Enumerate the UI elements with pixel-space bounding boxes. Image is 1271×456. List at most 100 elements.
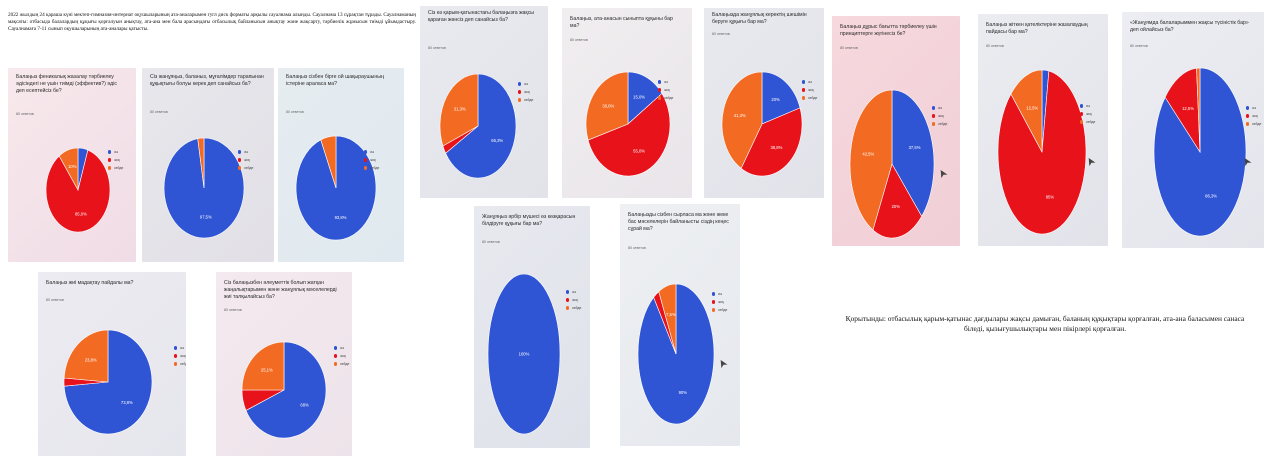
- legend-label: кейде: [180, 362, 186, 366]
- pie-slice-кейде: [721, 71, 763, 169]
- legend-item: иә: [658, 78, 673, 86]
- slice-value-label: 12,5%: [1026, 106, 1038, 111]
- slice-value-label: 100%: [519, 351, 530, 356]
- legend-swatch: [566, 306, 570, 310]
- response-count: 80 ответов: [224, 308, 242, 312]
- legend-swatch: [712, 308, 716, 312]
- pie-chart: 37,5% 20% 42,5%: [849, 89, 935, 239]
- pie-slice-иә: [627, 71, 663, 125]
- legend-item: жоқ: [802, 86, 817, 94]
- legend-swatch: [174, 354, 178, 358]
- survey-chart-photo: Балаңыз дұрыс бағытта тәрбиелеу үшін при…: [832, 16, 960, 246]
- legend-label: иә: [370, 150, 374, 154]
- slice-value-label: 93,8%: [335, 215, 347, 220]
- chart-legend: иә жоқ кейде: [712, 290, 727, 314]
- legend-item: кейде: [658, 94, 673, 102]
- legend-label: жоқ: [808, 88, 814, 92]
- legend-label: иә: [244, 150, 248, 154]
- pie-chart: 100%: [487, 273, 561, 435]
- legend-item: иә: [108, 148, 123, 156]
- slice-value-label: 31,3%: [454, 107, 466, 112]
- legend-label: кейде: [718, 308, 728, 312]
- legend-label: иә: [808, 80, 812, 84]
- response-count: 80 ответов: [428, 46, 446, 50]
- pie-slice-иә: [245, 341, 327, 439]
- chart-legend: иә жоқ кейде: [334, 344, 349, 368]
- response-count: 80 ответов: [840, 46, 858, 50]
- legend-label: кейде: [1086, 120, 1096, 124]
- legend-item: кейде: [334, 360, 349, 368]
- legend-swatch: [658, 80, 662, 84]
- pie-chart: 90% 7,5%: [637, 283, 715, 425]
- pie-slice-кейде: [197, 137, 205, 189]
- response-count: 80 ответов: [16, 112, 34, 116]
- legend-item: жоқ: [518, 88, 533, 96]
- slice-value-label: 85,0%: [75, 212, 87, 217]
- legend-swatch: [518, 82, 522, 86]
- legend-item: жоқ: [334, 352, 349, 360]
- conclusion-paragraph: Қорытынды: отбасылық қарым-қатынас дағды…: [845, 314, 1245, 333]
- pie-chart: 15,0% 55,0% 30,0%: [585, 71, 671, 177]
- slice-value-label: 85%: [1046, 195, 1055, 200]
- slice-value-label: 10%: [68, 164, 77, 169]
- chart-legend: иә жоқ кейде: [174, 344, 186, 368]
- pie-slice-кейде: [320, 135, 337, 189]
- legend-item: иә: [1246, 104, 1261, 112]
- legend-swatch: [932, 122, 936, 126]
- pie-slice-кейде: [585, 71, 629, 141]
- legend-item: жоқ: [1246, 112, 1261, 120]
- pie-slice-кейде: [439, 73, 479, 147]
- legend-label: кейде: [524, 98, 534, 102]
- legend-item: иә: [334, 344, 349, 352]
- slice-value-label: 73,8%: [121, 400, 133, 405]
- legend-label: жоқ: [718, 300, 724, 304]
- survey-chart-photo: Балаңызды сізбен сырласа ма және жеке ба…: [620, 204, 740, 446]
- legend-swatch: [238, 158, 242, 162]
- legend-item: жоқ: [566, 296, 581, 304]
- response-count: 80 ответов: [712, 32, 730, 36]
- legend-label: иә: [938, 106, 942, 110]
- legend-label: жоқ: [244, 158, 250, 162]
- legend-item: жоқ: [174, 352, 186, 360]
- slice-value-label: 20%: [892, 204, 901, 209]
- chart-question: Балаңыз сізбен бірге ой шақыраушының іст…: [286, 74, 384, 87]
- legend-item: кейде: [932, 120, 947, 128]
- legend-swatch: [932, 106, 936, 110]
- legend-label: жоқ: [938, 114, 944, 118]
- pie-slice-жоқ: [45, 149, 111, 233]
- legend-swatch: [712, 292, 716, 296]
- response-count: 80 ответов: [150, 110, 168, 114]
- pie-chart: 97,5%: [163, 137, 245, 239]
- legend-item: кейде: [566, 304, 581, 312]
- pie-slice-жоқ: [587, 92, 671, 177]
- slice-value-label: 66,3%: [491, 138, 503, 143]
- legend-swatch: [712, 300, 716, 304]
- legend-swatch: [174, 362, 178, 366]
- survey-chart-photo: Сіз жанұяңыз, баланыз, мұғалімдер тарапы…: [142, 68, 274, 262]
- chart-legend: иә жоқ кейде: [364, 148, 379, 172]
- pie-slice-жоқ: [872, 163, 923, 239]
- slice-value-label: 55,0%: [633, 148, 645, 153]
- pie-chart: 86,3% 12,5%: [1153, 67, 1247, 237]
- survey-chart-photo: Сіз өз қарым-қатынастағы балаңызға жақсы…: [420, 6, 548, 198]
- legend-label: кейде: [664, 96, 674, 100]
- pie-slice-иә: [487, 273, 561, 435]
- legend-swatch: [334, 362, 338, 366]
- survey-chart-photo: Балаңыз феникалық жазалау тәрбиелеу әдіс…: [8, 68, 136, 262]
- legend-item: кейде: [1246, 120, 1261, 128]
- survey-chart-photo: Балаңыз, ата-анасын сыныпта құқыны бар м…: [562, 8, 692, 198]
- legend-item: жоқ: [658, 86, 673, 94]
- pie-slice-кейде: [1196, 67, 1201, 153]
- legend-swatch: [932, 114, 936, 118]
- legend-label: иә: [1086, 104, 1090, 108]
- pie-chart: 20% 38,8% 41,3%: [721, 71, 803, 177]
- legend-item: иә: [364, 148, 379, 156]
- chart-question: Сіз өз қарым-қатынастағы балаңызға жақсы…: [428, 10, 535, 23]
- survey-chart-photo: «Жанұямда балаларыммен жақсы түсіністік …: [1122, 12, 1264, 248]
- legend-label: жоқ: [180, 354, 186, 358]
- legend-swatch: [108, 166, 112, 170]
- legend-label: жоқ: [1086, 112, 1092, 116]
- legend-swatch: [1080, 120, 1084, 124]
- legend-item: иә: [932, 104, 947, 112]
- response-count: 80 ответов: [46, 298, 64, 302]
